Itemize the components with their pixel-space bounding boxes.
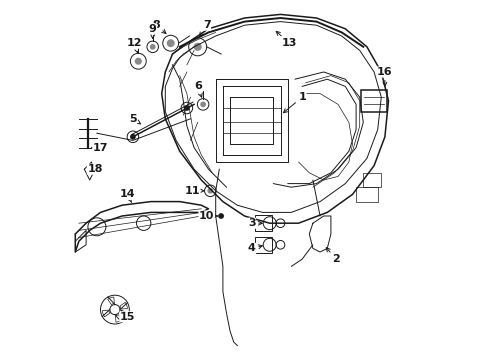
Text: 12: 12 [127,38,142,53]
Text: 10: 10 [199,211,217,221]
Text: 3: 3 [247,218,262,228]
Text: 17: 17 [92,143,108,153]
Text: 15: 15 [120,310,135,322]
Text: 2: 2 [325,248,340,264]
Text: 4: 4 [247,243,262,253]
Text: 14: 14 [120,189,135,202]
Text: 9: 9 [148,24,156,39]
Text: 6: 6 [193,81,202,97]
Circle shape [183,105,189,111]
Circle shape [193,43,202,51]
Text: 11: 11 [184,186,203,196]
Text: 7: 7 [199,20,210,36]
Circle shape [200,102,205,107]
Circle shape [130,134,136,140]
Circle shape [207,188,213,194]
Bar [355,187,377,202]
Bar [363,173,381,187]
Text: 1: 1 [283,92,305,113]
Text: 18: 18 [87,164,102,174]
Circle shape [149,44,155,50]
Circle shape [135,58,142,65]
Text: 5: 5 [129,114,140,124]
Text: 13: 13 [276,31,297,48]
Circle shape [218,213,224,219]
Text: 16: 16 [376,67,392,86]
Circle shape [166,39,174,47]
Text: 8: 8 [152,20,165,33]
